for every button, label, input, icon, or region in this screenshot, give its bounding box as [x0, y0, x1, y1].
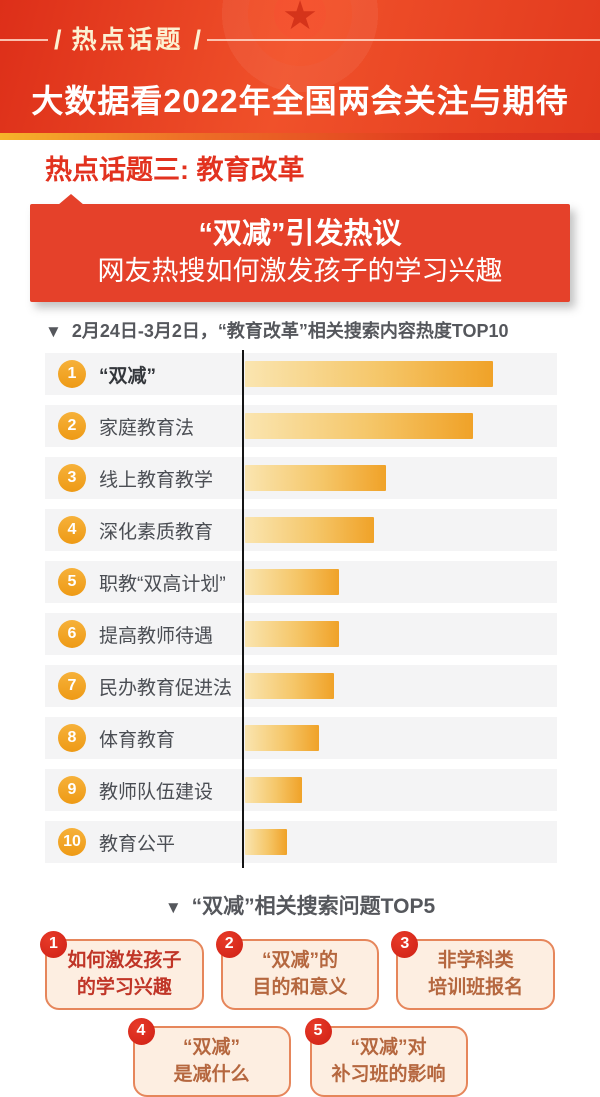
chart-bar	[245, 673, 334, 699]
down-triangle-icon: ▼	[45, 322, 62, 341]
question-rank-badge: 2	[215, 931, 243, 958]
question-rank-badge: 4	[127, 1018, 155, 1046]
rank-badge: 5	[58, 568, 86, 596]
chart-axis-line	[242, 350, 244, 868]
chart-row-label: 教育公平	[99, 833, 176, 855]
chart-row: 1 “双减”	[45, 353, 557, 395]
page-title: 大数据看2022年全国两会关注与期待	[31, 83, 569, 119]
star-icon: ★	[282, 0, 318, 38]
top10-bar-chart: 1 “双减” 2 家庭教育法 3 线上教育教学 4 深化素质教育 5 职教“双高…	[45, 350, 557, 868]
chart-row: 8 体育教育	[45, 717, 557, 759]
chart-bar	[245, 621, 339, 647]
chart-row-label: 家庭教育法	[99, 417, 195, 439]
callout-banner: “双减”引发热议 网友热搜如何激发孩子的学习兴趣	[30, 194, 570, 302]
question-text-line1: “双减”对	[350, 1037, 427, 1059]
questions-heading: ▼ “双减”相关搜索问题TOP5	[0, 894, 600, 921]
rank-badge: 10	[58, 828, 86, 856]
question-text-line2: 补习班的影响	[331, 1063, 446, 1085]
question-card: 1 如何激发孩子 的学习兴趣	[40, 931, 204, 1011]
banner-headline: “双减”引发热议	[198, 218, 402, 250]
chart-bar	[245, 465, 386, 491]
header-banner: ★ / 热点话题 / 大数据看2022年全国两会关注与期待	[0, 0, 600, 133]
chart-bar	[245, 777, 302, 803]
slash-decor-left: /	[54, 25, 62, 55]
rank-badge: 7	[58, 672, 86, 700]
chart-row-label: 民办教育促进法	[99, 677, 233, 699]
question-rank-badge: 3	[391, 931, 419, 958]
hot-topic-badge-label: 热点话题	[71, 26, 184, 54]
chart-row: 2 家庭教育法	[45, 405, 557, 447]
question-rank-badge: 1	[40, 931, 67, 958]
chart-row-label: 体育教育	[99, 729, 176, 751]
chart-row: 7 民办教育促进法	[45, 665, 557, 707]
question-text-line2: 目的和意义	[252, 976, 348, 998]
chart-heading-label: 2月24日-3月2日，“教育改革”相关搜索内容热度TOP10	[71, 321, 509, 341]
question-card: 2 “双减”的 目的和意义	[215, 931, 380, 1011]
rank-badge: 3	[58, 464, 86, 492]
chart-row: 3 线上教育教学	[45, 457, 557, 499]
slash-decor-right: /	[193, 25, 202, 55]
question-text-line1: “双减”	[182, 1037, 240, 1059]
badge-line-left	[0, 39, 48, 41]
chart-bar	[245, 569, 339, 595]
chart-row: 10 教育公平	[45, 821, 557, 863]
banner-subline: 网友热搜如何激发孩子的学习兴趣	[97, 256, 503, 286]
question-text-line1: 如何激发孩子	[67, 950, 182, 971]
chart-bar	[245, 413, 473, 439]
question-cards-row-1: 1 如何激发孩子 的学习兴趣 2 “双减”的 目的和意义 3 非学科类 培训班报…	[0, 931, 600, 1011]
chart-row-label: 职教“双高计划”	[99, 573, 226, 595]
chart-heading: ▼ 2月24日-3月2日，“教育改革”相关搜索内容热度TOP10	[45, 319, 600, 344]
chart-row-label: 提高教师待遇	[99, 625, 214, 647]
chart-row-label: 线上教育教学	[99, 469, 214, 491]
question-text-line2: 培训班报名	[428, 976, 524, 998]
down-triangle-icon: ▼	[164, 898, 182, 917]
chart-row-label: 教师队伍建设	[99, 781, 214, 803]
question-text-line2: 是减什么	[173, 1063, 250, 1085]
chart-row: 4 深化素质教育	[45, 509, 557, 551]
chart-row: 6 提高教师待遇	[45, 613, 557, 655]
question-card: 3 非学科类 培训班报名	[391, 931, 556, 1011]
chart-bar	[245, 829, 287, 855]
chart-row-label: “双减”	[99, 365, 157, 387]
chart-row-label: 深化素质教育	[99, 521, 214, 543]
rank-badge: 2	[58, 412, 86, 440]
rank-badge: 9	[58, 776, 86, 804]
chart-bar	[245, 361, 493, 387]
chart-row: 5 职教“双高计划”	[45, 561, 557, 603]
section-title: 热点话题三: 教育改革	[45, 155, 305, 185]
question-text-line1: “双减”的	[262, 950, 339, 971]
question-card: 5 “双减”对 补习班的影响	[304, 1018, 468, 1097]
question-card: 4 “双减” 是减什么	[127, 1018, 291, 1097]
question-rank-badge: 5	[304, 1018, 332, 1046]
chart-bar	[245, 517, 374, 543]
chart-row: 9 教师队伍建设	[45, 769, 557, 811]
rank-badge: 1	[58, 360, 86, 388]
rank-badge: 4	[58, 516, 86, 544]
chart-bar	[245, 725, 319, 751]
badge-line-right	[207, 39, 600, 41]
rank-badge: 8	[58, 724, 86, 752]
hot-topic-badge: / 热点话题 /	[0, 25, 600, 55]
question-text-line2: 的学习兴趣	[76, 976, 172, 998]
question-text-line1: 非学科类	[437, 950, 514, 971]
rank-badge: 6	[58, 620, 86, 648]
questions-heading-label: “双减”相关搜索问题TOP5	[191, 895, 436, 918]
gold-divider	[0, 133, 600, 140]
question-cards-row-2: 4 “双减” 是减什么 5 “双减”对 补习班的影响	[0, 1018, 600, 1097]
